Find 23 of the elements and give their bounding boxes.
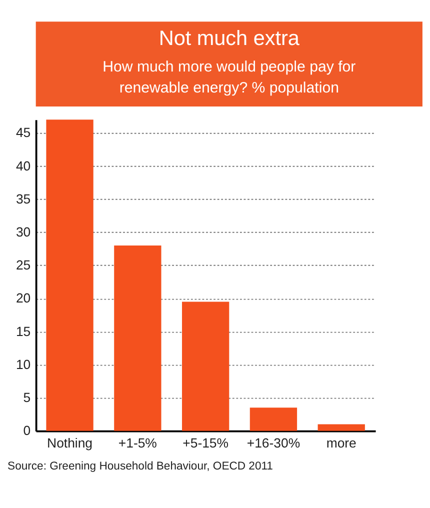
bar bbox=[250, 408, 298, 431]
x-tick-label: +5-15% bbox=[182, 435, 229, 450]
y-tick-label: 35 bbox=[16, 191, 31, 206]
chart-title: Not much extra bbox=[158, 27, 300, 50]
y-tick-label: 10 bbox=[16, 356, 31, 372]
bar bbox=[182, 302, 230, 431]
chart-subtitle: How much more would people pay for renewable energy? % population bbox=[102, 58, 356, 96]
y-tick-label: 5 bbox=[23, 390, 31, 405]
x-tick-label: +16-30% bbox=[246, 435, 300, 450]
x-tick-label: +1-5% bbox=[118, 435, 158, 450]
y-tick-label: 40 bbox=[16, 158, 31, 174]
bar bbox=[46, 120, 94, 431]
x-tick-label: Nothing bbox=[47, 435, 93, 450]
bar bbox=[114, 245, 162, 431]
y-tick-label: 30 bbox=[16, 224, 31, 240]
source-note: Source: Greening Household Behaviour, OECD 2011 bbox=[8, 460, 273, 473]
y-tick-label: 20 bbox=[16, 290, 31, 306]
y-tick-label: 45 bbox=[16, 125, 31, 140]
y-tick-label: 25 bbox=[16, 258, 31, 273]
y-tick-label: 15 bbox=[16, 324, 31, 339]
y-tick-label: 0 bbox=[23, 423, 31, 438]
bar bbox=[318, 424, 365, 431]
x-tick-label: more bbox=[326, 435, 356, 450]
